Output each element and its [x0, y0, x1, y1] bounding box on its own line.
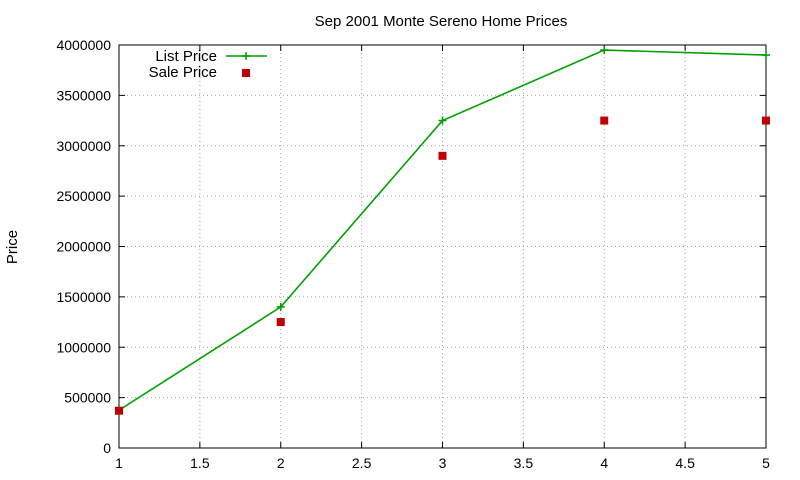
y-tick-label: 4000000	[56, 37, 111, 53]
x-tick-label: 2.5	[352, 455, 372, 471]
y-tick-label: 500000	[64, 390, 111, 406]
y-tick-label: 2500000	[56, 188, 111, 204]
list-price-point	[438, 116, 447, 125]
legend-marker-sale-price	[242, 69, 250, 77]
x-tick-label: 3.5	[514, 455, 534, 471]
list-price-point	[276, 302, 285, 311]
y-tick-label: 0	[103, 440, 111, 456]
y-tick-label: 1500000	[56, 289, 111, 305]
list-price-point	[762, 51, 770, 60]
y-tick-label: 3000000	[56, 138, 111, 154]
x-tick-label: 4	[600, 455, 608, 471]
sale-price-point	[276, 318, 285, 327]
legend-marker-list-price	[242, 52, 250, 60]
x-tick-label: 5	[762, 455, 770, 471]
series-group	[115, 46, 770, 415]
sale-price-point	[600, 116, 609, 125]
list-price-point	[600, 46, 609, 55]
x-tick-label: 1.5	[190, 455, 210, 471]
legend-label-sale-price: Sale Price	[149, 64, 217, 81]
y-tick-label: 3500000	[56, 87, 111, 103]
y-axis-label: Price	[4, 230, 21, 264]
x-tick-label: 1	[115, 455, 123, 471]
x-tick-label: 2	[277, 455, 285, 471]
x-tick-label: 3	[439, 455, 447, 471]
list-price-line	[118, 49, 767, 411]
sale-price-point	[115, 406, 123, 415]
gridlines	[119, 45, 766, 448]
x-tick-label: 4.5	[675, 455, 695, 471]
x-axis-ticks: 1 1.5 2 2.5 3 3.5 4 4.5 5	[115, 45, 770, 471]
y-tick-label: 1000000	[56, 339, 111, 355]
chart-title: Sep 2001 Monte Sereno Home Prices	[315, 13, 568, 30]
legend-label-list-price: List Price	[155, 48, 217, 65]
sale-price-point	[762, 116, 770, 125]
y-axis-ticks: 0 500000 1000000 1500000 2000000 2500000 30000…	[56, 37, 766, 456]
y-tick-label: 2000000	[56, 239, 111, 255]
sale-price-point	[438, 151, 447, 160]
